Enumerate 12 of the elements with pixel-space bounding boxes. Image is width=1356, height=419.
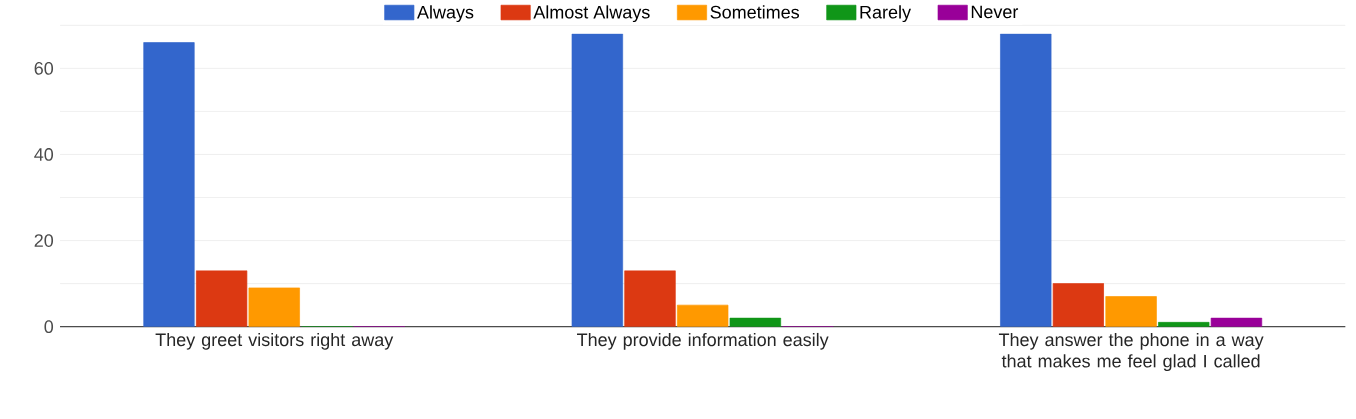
y-tick-label: 60 bbox=[34, 62, 54, 75]
legend-label: Sometimes bbox=[710, 5, 800, 19]
x-tick-label: They greet visitors right away bbox=[155, 333, 394, 350]
legend-label: Almost Always bbox=[533, 5, 650, 23]
legend-label: Never bbox=[971, 5, 1019, 19]
legend-label: Always bbox=[417, 5, 474, 23]
x-tick-label: They provide information easily bbox=[577, 333, 829, 350]
y-tick-label: 0 bbox=[44, 320, 54, 334]
legend-label: Rarely bbox=[860, 5, 911, 23]
y-tick-label: 20 bbox=[34, 234, 54, 248]
x-tick-label: They answer the phone in a way that makes me feel glad I called bbox=[998, 333, 1264, 372]
y-tick-label: 40 bbox=[34, 148, 54, 162]
